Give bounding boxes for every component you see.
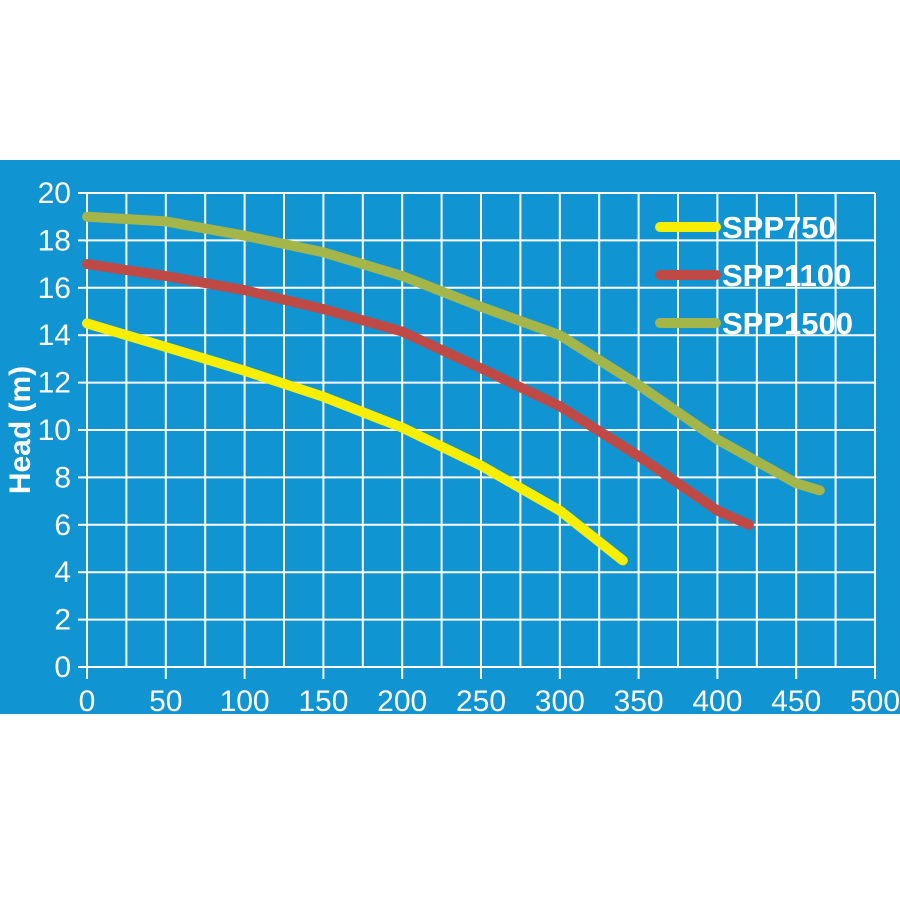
y-axis-title: Head (m) <box>4 366 37 494</box>
series-curve-spp1500 <box>82 211 825 496</box>
legend-label-spp1100: SPP1100 <box>722 258 851 293</box>
y-axis-tick-label: 12 <box>38 367 71 400</box>
legend-label-spp750: SPP750 <box>722 210 836 245</box>
series-curve-spp1100 <box>82 259 754 530</box>
legend-label-spp1500: SPP1500 <box>722 306 853 341</box>
x-axis-tick-label: 450 <box>771 685 821 714</box>
y-axis-tick-label: 18 <box>38 224 71 257</box>
x-axis-tick-label: 250 <box>456 685 506 714</box>
x-axis-tick-label: 500 <box>850 685 900 714</box>
series-curve-spp750 <box>82 318 628 566</box>
y-axis-tick-label: 4 <box>54 556 71 589</box>
y-axis-tick-label: 0 <box>54 651 71 684</box>
pump-performance-chart-panel: 0 50 100 150 200 250 300 350 400 450 500 0 2 4 6 8 10 12 1… <box>0 160 900 718</box>
y-axis-tick-label: 14 <box>38 319 71 352</box>
y-axis-tick-label: 20 <box>38 177 71 210</box>
y-axis-tick-label: 10 <box>38 414 71 447</box>
y-axis-tick-label: 16 <box>38 272 71 305</box>
x-axis-tick-label: 50 <box>149 685 182 714</box>
y-axis-tick-label: 6 <box>54 509 71 542</box>
chart-background <box>0 160 900 714</box>
x-axis-tick-label: 0 <box>79 685 96 714</box>
y-axis-tick-label: 2 <box>54 604 71 637</box>
x-axis-tick-label: 150 <box>298 685 348 714</box>
pump-curve-chart: 0 50 100 150 200 250 300 350 400 450 500 0 2 4 6 8 10 12 1… <box>0 160 900 718</box>
y-axis-tick-label: 8 <box>54 461 71 494</box>
x-axis-tick-label: 400 <box>692 685 742 714</box>
x-axis-tick-label: 350 <box>614 685 664 714</box>
x-axis-tick-label: 100 <box>220 685 270 714</box>
x-axis-tick-label: 300 <box>535 685 585 714</box>
x-axis-tick-label: 200 <box>377 685 427 714</box>
